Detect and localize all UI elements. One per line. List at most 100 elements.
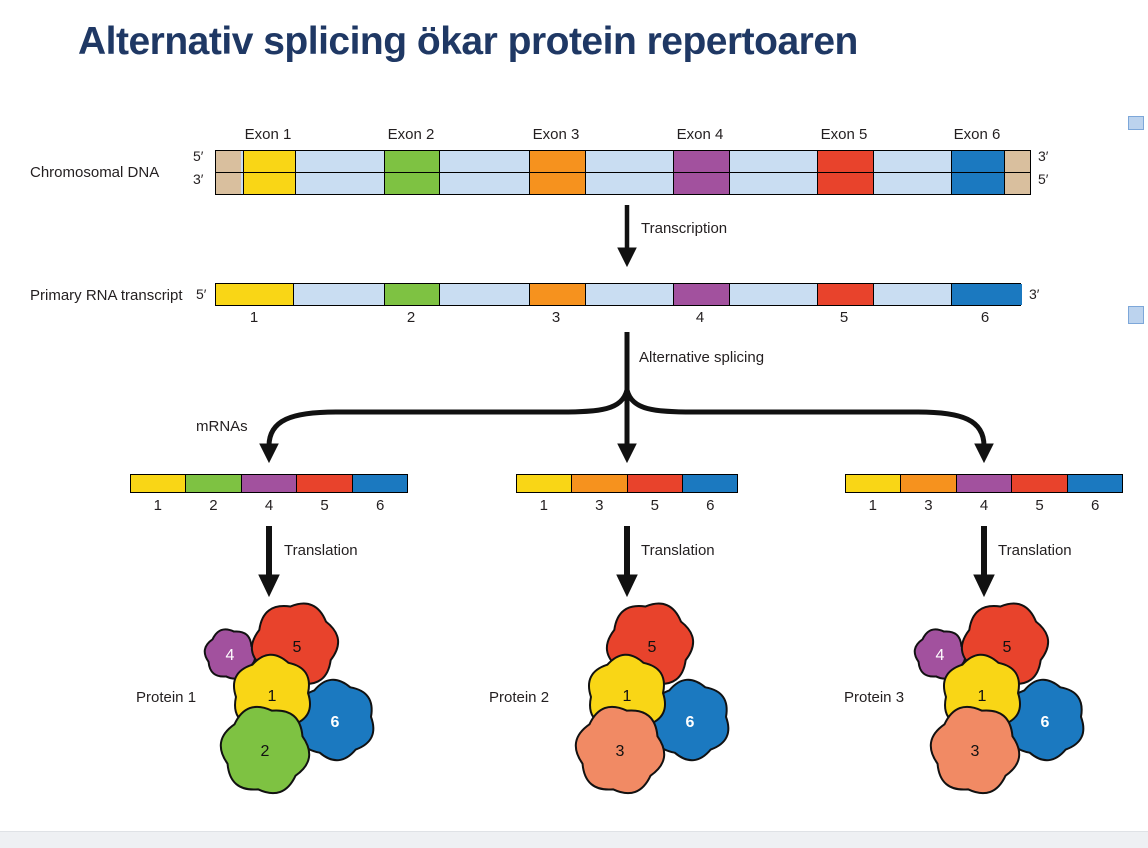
mrna-2-number: 1	[539, 497, 548, 514]
transcription-label: Transcription	[641, 220, 728, 237]
translation-label-3: Translation	[998, 542, 1072, 559]
mrna-2-bar	[516, 474, 738, 493]
translation-label-1: Translation	[284, 542, 358, 559]
mrna-3-number: 5	[1035, 497, 1044, 514]
splice-branch-right	[624, 389, 987, 447]
rna-number-5: 5	[839, 309, 849, 326]
mrna-1-number: 4	[264, 497, 274, 514]
rna-number-6: 6	[980, 309, 990, 326]
mrna-1-seg-exon2	[186, 475, 242, 492]
mrna-1-seg-exon6	[352, 475, 408, 492]
protein2-domain5-number: 5	[648, 639, 657, 656]
mrna-3-seg-exon4	[956, 475, 1013, 492]
dna-5prime-right: 5′	[1038, 171, 1049, 187]
transcription-arrow-head	[617, 247, 637, 268]
rna-number-3: 3	[551, 309, 561, 326]
mrna-2-seg-exon5	[627, 475, 683, 492]
mrna-1-number: 1	[153, 497, 162, 514]
mrna-2-seg-exon6	[682, 475, 737, 492]
rna-exon-4	[673, 284, 730, 305]
protein2-domain1-number: 1	[623, 688, 632, 705]
protein1-domain1-number: 1	[268, 688, 277, 705]
mrna-1-bar	[130, 474, 408, 493]
mrna-1-seg-exon4	[241, 475, 298, 492]
mrna-1-number: 2	[209, 497, 218, 514]
mrna-2-seg-exon1	[517, 475, 573, 492]
translation-arrow-1-head	[258, 574, 280, 598]
dna-3prime-right: 3′	[1038, 148, 1049, 164]
exon-label-5: Exon 5	[820, 126, 868, 143]
protein-1-cluster: 4 5 1 6 2	[196, 595, 392, 812]
mrna-3-bar	[845, 474, 1123, 493]
scroll-marker-top	[1128, 116, 1144, 130]
mrna-3-number: 4	[979, 497, 989, 514]
rna-exon-6	[951, 284, 1022, 305]
mrna-1-numbers: 1 2 4 5 6	[130, 497, 408, 514]
translation-arrow-2-head	[616, 574, 638, 598]
exon-label-4: Exon 4	[676, 126, 724, 143]
right-branch-arrow-head	[974, 443, 994, 464]
rna-label: Primary RNA transcript	[30, 287, 183, 304]
rna-exon-2	[384, 284, 440, 305]
mrna-2-numbers: 1 3 5 6	[516, 497, 738, 514]
protein2-domain3-number: 3	[616, 743, 625, 760]
protein2-domain6-number: 6	[686, 714, 695, 731]
protein-3-label: Protein 3	[844, 689, 905, 706]
dna-3prime-left: 3′	[193, 171, 204, 187]
rna-5prime: 5′	[196, 286, 207, 302]
mrna-1-number: 5	[320, 497, 329, 514]
exon-label-2: Exon 2	[387, 126, 435, 143]
dna-strand-divider	[216, 171, 1030, 174]
protein1-domain2-number: 2	[261, 743, 270, 760]
exon-label-1: Exon 1	[244, 126, 292, 143]
mrna-1-seg-exon1	[131, 475, 187, 492]
protein-3-cluster: 4 5 1 6 3	[906, 595, 1102, 812]
protein3-domain1-number: 1	[978, 688, 987, 705]
left-branch-arrow-head	[259, 443, 279, 464]
mrna-3-numbers: 1 3 4 5 6	[845, 497, 1123, 514]
protein3-domain6-number: 6	[1041, 714, 1050, 731]
rna-bar	[215, 283, 1022, 306]
protein1-domain6-number: 6	[331, 714, 340, 731]
scroll-marker-bottom	[1128, 306, 1144, 324]
slide-title: Alternativ splicing ökar protein reperto…	[78, 20, 858, 63]
rna-exon-1	[216, 284, 294, 305]
rna-number-2: 2	[406, 309, 416, 326]
mrna-1-seg-exon5	[297, 475, 353, 492]
protein-1-label: Protein 1	[136, 689, 197, 706]
protein1-domain5-number: 5	[293, 639, 302, 656]
rna-exon-5	[817, 284, 874, 305]
splicing-center-arrow-head	[617, 443, 637, 464]
mrna-3-number: 6	[1091, 497, 1100, 514]
dna-5prime-left: 5′	[193, 148, 204, 164]
protein3-domain3-number: 3	[971, 743, 980, 760]
mrna-2-number: 6	[706, 497, 715, 514]
translation-arrow-3-head	[973, 574, 995, 598]
protein3-domain5-number: 5	[1003, 639, 1012, 656]
bottom-bar	[0, 831, 1148, 848]
mrna-3-number: 1	[868, 497, 877, 514]
protein-2-cluster: 5 1 6 3	[558, 595, 747, 812]
rna-3prime: 3′	[1029, 286, 1040, 302]
rna-number-4: 4	[695, 309, 705, 326]
dna-bar	[215, 150, 1031, 195]
proteins-layer: 4 5 1 6 2 5 1 6 3 4 5 1 6 3	[196, 595, 1102, 812]
splicing-label: Alternative splicing	[639, 349, 765, 366]
exon-label-6: Exon 6	[953, 126, 1001, 143]
protein1-domain4-number: 4	[226, 647, 235, 664]
mrna-3-seg-exon6	[1067, 475, 1123, 492]
mrna-1-number: 6	[376, 497, 385, 514]
mrna-3-seg-exon5	[1012, 475, 1068, 492]
mrna-3-number: 3	[924, 497, 933, 514]
protein3-domain4-number: 4	[936, 647, 945, 664]
mrna-2-number: 3	[595, 497, 604, 514]
mrna-3-seg-exon1	[846, 475, 902, 492]
protein-2-label: Protein 2	[489, 689, 550, 706]
mrna-3-seg-exon3	[901, 475, 957, 492]
rna-number-1: 1	[249, 309, 259, 326]
translation-label-2: Translation	[641, 542, 715, 559]
splice-branch-left	[266, 389, 630, 447]
dna-label: Chromosomal DNA	[30, 164, 160, 181]
